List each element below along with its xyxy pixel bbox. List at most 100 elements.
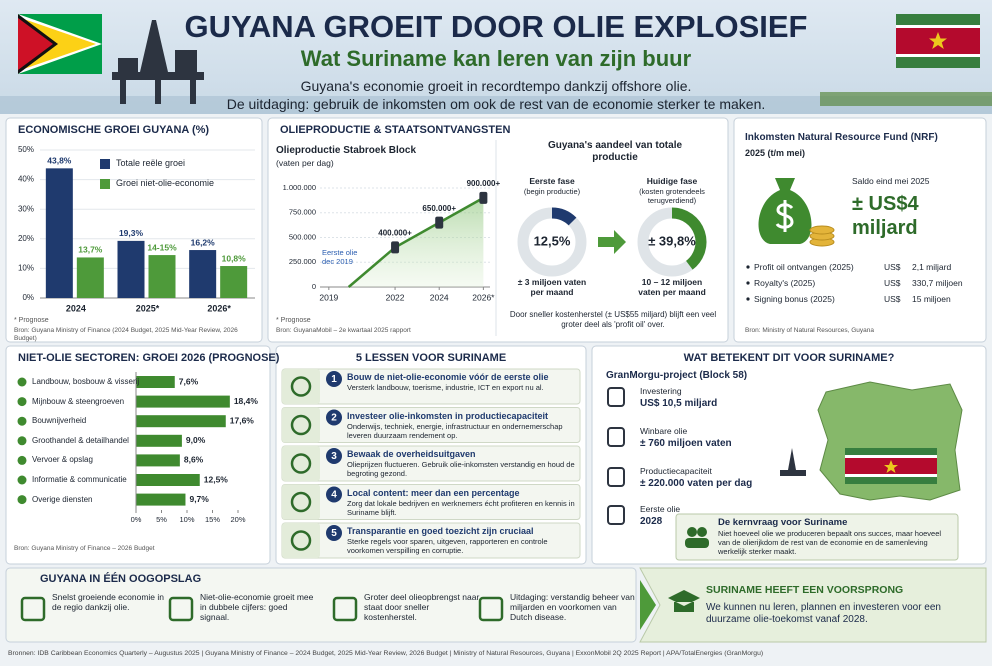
line	[347, 196, 484, 288]
fact-value: ± 220.000 vaten per dag	[640, 478, 753, 489]
barrel-marker	[435, 216, 444, 229]
summary-item: Uitdaging: verstandig beheer van miljard…	[510, 592, 635, 623]
bar	[148, 255, 176, 298]
category-label: Bouwnijverheid	[32, 416, 87, 426]
fact-label: Investering	[640, 386, 682, 396]
value-label: 9,0%	[186, 435, 206, 445]
lesson-icon-box	[282, 484, 320, 520]
lesson-icon	[290, 453, 312, 474]
x-tick-label: 10%	[179, 515, 194, 524]
x-tick-label: 2019	[319, 292, 338, 302]
x-tick-label: 20%	[230, 515, 245, 524]
note: * Prognose	[14, 317, 49, 324]
x-tick-label: 2024	[430, 292, 449, 302]
bullet	[746, 297, 750, 301]
rig	[780, 470, 806, 476]
sector-icon	[17, 495, 27, 505]
rig-tower	[788, 448, 796, 470]
value-label: 12,5%	[204, 474, 229, 484]
lesson-number: 4	[331, 490, 337, 501]
number-badge	[326, 525, 342, 541]
value-label: 12,5%	[534, 233, 571, 248]
chart-title: Guyana's aandeel van totale productie	[547, 140, 683, 163]
title: GUYANA GROEIT DOOR OLIE EXPLOSIEF	[184, 9, 808, 44]
coin	[809, 225, 835, 235]
value-label: 650.000+	[422, 204, 456, 213]
lesson-icon-box	[282, 523, 320, 558]
fact-label: Eerste olie	[640, 504, 681, 514]
y-tick-label: 0	[312, 282, 316, 291]
bullet	[746, 265, 750, 269]
phase-note: (kosten grotendeels terugverdiend)	[639, 187, 705, 205]
value-label: 18,4%	[234, 396, 259, 406]
fact-icon	[607, 467, 625, 487]
suriname-flag	[896, 14, 980, 68]
fact-label: Winbare olie	[640, 426, 688, 436]
lesson-icon	[290, 414, 312, 436]
lesson-icon-box	[282, 407, 320, 443]
chart-title: NIET-OLIE SECTOREN: GROEI 2026 (PROGNOSE…	[18, 352, 280, 364]
key-question-text: Niet hoeveel olie we produceren bepaalt …	[718, 529, 942, 556]
x-tick-label: 2024	[66, 303, 86, 313]
y-tick-label: 50%	[18, 145, 34, 154]
lesson-title: Bouw de niet-olie-economie vóór de eerst…	[347, 372, 549, 382]
x-tick-label: 2022	[386, 292, 405, 302]
number-badge	[326, 448, 342, 464]
map-flag-star	[884, 460, 898, 473]
bar	[117, 240, 145, 298]
phase-label: Huidige fase	[646, 176, 698, 186]
advantage-banner	[639, 567, 987, 643]
lesson-icon-box	[282, 446, 320, 481]
summary-title: GUYANA IN ÉÉN OOGOPSLAG	[40, 573, 202, 585]
y-tick-label: 500.000	[289, 232, 316, 241]
y-tick-label: 750.000	[289, 208, 316, 217]
value-label: 14-15%	[147, 242, 177, 252]
advantage-chevron	[640, 580, 656, 630]
y-tick-label: 10%	[18, 264, 34, 273]
donut-segment	[551, 207, 577, 226]
lesson-text: Zorg dat lokale bedrijven en werknemers …	[347, 498, 575, 517]
item-currency: US$	[884, 262, 901, 272]
cap-icon	[668, 590, 700, 612]
chart-title: Olieproductie Stabroek Block	[276, 145, 417, 156]
bar	[136, 454, 180, 467]
value-label: 19,3%	[119, 228, 144, 238]
phase-caption: 10 – 12 miljoen vaten per maand	[638, 277, 706, 298]
legend-label: Groei niet-olie-economie	[116, 178, 215, 188]
value-label: ± 39,8%	[648, 233, 696, 248]
fact-value: 2028	[640, 516, 663, 527]
x-tick-label: 15%	[205, 515, 220, 524]
lesson-number: 2	[331, 413, 337, 424]
item-currency: US$	[884, 294, 901, 304]
key-question-title: De kernvraag voor Suriname	[718, 517, 848, 528]
bar	[136, 474, 200, 486]
summary-icon	[332, 596, 358, 622]
phase-caption: ± 3 miljoen vaten per maand	[517, 277, 587, 298]
barrel-marker	[391, 241, 400, 254]
category-label: Landbouw, bosbouw & visserij	[32, 377, 140, 386]
sector-icon	[17, 475, 27, 485]
bar	[45, 168, 73, 298]
bar	[189, 250, 217, 298]
value-label: 10,8%	[222, 253, 247, 263]
item-value: 330,7 miljoen	[912, 278, 963, 288]
arrow	[598, 230, 626, 254]
project-title: GranMorgu-project (Block 58)	[606, 370, 748, 381]
y-tick-label: 1.000.000	[283, 183, 316, 192]
guyana-flag	[18, 14, 102, 74]
phase-note: (begin productie)	[523, 187, 581, 196]
lesson-title: Investeer olie-inkomsten in productiecap…	[347, 410, 549, 421]
lesson-icon	[290, 530, 312, 551]
bullet	[746, 281, 750, 285]
item-label: Signing bonus (2025)	[754, 294, 835, 304]
fact-icon	[607, 387, 625, 407]
summary-icon	[20, 596, 46, 622]
balance: ± US$4 miljard	[852, 193, 919, 239]
number-badge	[326, 409, 342, 426]
bar	[136, 434, 182, 447]
sea	[0, 96, 992, 114]
y-tick-label: 250.000	[289, 257, 316, 266]
panel-title: WAT BETEKENT DIT VOOR SURINAME?	[683, 352, 895, 364]
x-tick-label: 0%	[131, 515, 142, 524]
